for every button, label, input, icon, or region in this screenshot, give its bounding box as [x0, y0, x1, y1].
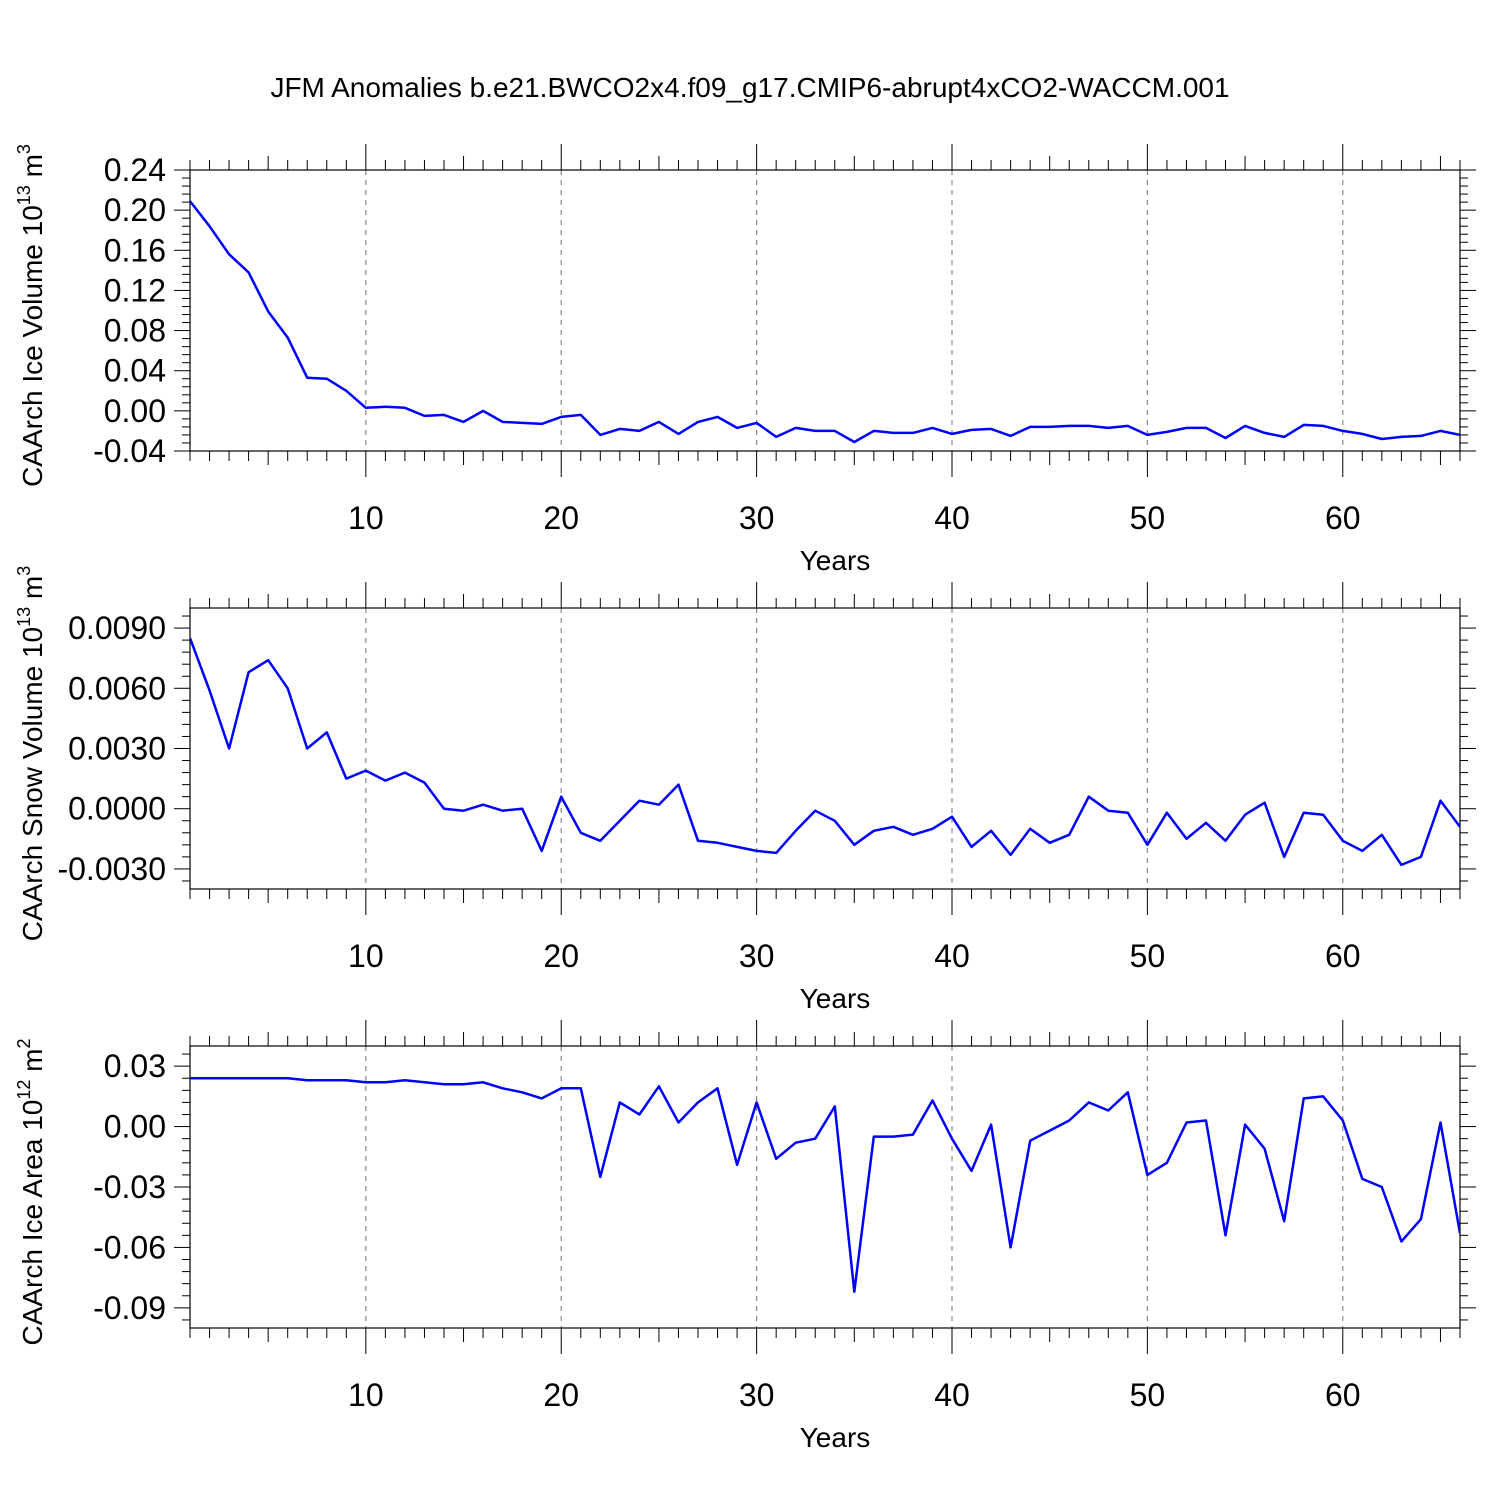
y-tick-label: -0.06	[93, 1229, 166, 1265]
x-tick-label: 40	[934, 1377, 970, 1413]
y-tick-label: 0.20	[104, 192, 166, 228]
x-tick-label: 60	[1325, 500, 1361, 536]
x-tick-label: 10	[348, 938, 384, 974]
y-axis-label: CAArch Ice Area 1012 m2	[14, 1038, 48, 1345]
chart-panels: -0.04 0.00 0.04 0.08 0.12 0.16 0.20 0.24 10 20 30 4…	[14, 144, 1476, 1453]
y-tick-label: -0.03	[93, 1169, 166, 1205]
x-tick-label: 20	[543, 938, 579, 974]
x-tick-label: 50	[1130, 1377, 1166, 1413]
series-line-1	[190, 200, 1460, 444]
x-tick-label: 30	[739, 1377, 775, 1413]
x-tick-label: 60	[1325, 1377, 1361, 1413]
y-tick-label: 0.0030	[68, 731, 166, 767]
y-tick-label: 0.00	[104, 393, 166, 429]
y-tick-label: 0.04	[104, 353, 166, 389]
x-tick-label: 10	[348, 500, 384, 536]
plot-frame	[189, 169, 1461, 452]
x-axis-label: Years	[800, 545, 871, 576]
x-tick-label: 30	[739, 938, 775, 974]
y-tick-label: 0.0090	[68, 610, 166, 646]
y-axis-label: CAArch Snow Volume 1013 m3	[14, 566, 48, 942]
x-tick-label: 30	[739, 500, 775, 536]
x-tick-label: 60	[1325, 938, 1361, 974]
y-tick-label: 0.08	[104, 313, 166, 349]
x-tick-label: 10	[348, 1377, 384, 1413]
x-tick-label: 40	[934, 938, 970, 974]
x-tick-label: 50	[1130, 938, 1166, 974]
plot-frame	[189, 607, 1461, 890]
x-tick-label: 20	[543, 1377, 579, 1413]
chart-title: JFM Anomalies b.e21.BWCO2x4.f09_g17.CMIP…	[270, 72, 1229, 103]
series-line-3	[190, 1076, 1460, 1293]
y-tick-label: 0.24	[104, 152, 166, 188]
y-tick-label: 0.00	[104, 1109, 166, 1145]
y-tick-label: 0.12	[104, 272, 166, 308]
plot-frame	[189, 1045, 1461, 1329]
y-tick-label: 0.0000	[68, 791, 166, 827]
chart-panel-2: -0.0030 0.0000 0.0030 0.0060 0.0090 10 20 30 40 5…	[14, 566, 1476, 1014]
x-tick-label: 40	[934, 500, 970, 536]
series-line-2	[190, 637, 1460, 867]
y-tick-label: -0.04	[93, 433, 166, 469]
y-tick-label: 0.03	[104, 1048, 166, 1084]
y-tick-label: 0.0060	[68, 670, 166, 706]
x-axis-label: Years	[800, 983, 871, 1014]
x-axis-label: Years	[800, 1422, 871, 1453]
chart-panel-1: -0.04 0.00 0.04 0.08 0.12 0.16 0.20 0.24 10 20 30 4…	[14, 144, 1476, 576]
x-tick-label: 20	[543, 500, 579, 536]
y-axis-label: CAArch Ice Volume 1013 m3	[14, 144, 48, 487]
y-tick-label: 0.16	[104, 232, 166, 268]
chart-panel-3: -0.09 -0.06 -0.03 0.00 0.03 10 20 30 40 50 60 Years…	[14, 1020, 1476, 1453]
y-tick-label: -0.0030	[57, 851, 166, 887]
y-tick-label: -0.09	[93, 1290, 166, 1326]
x-tick-label: 50	[1130, 500, 1166, 536]
